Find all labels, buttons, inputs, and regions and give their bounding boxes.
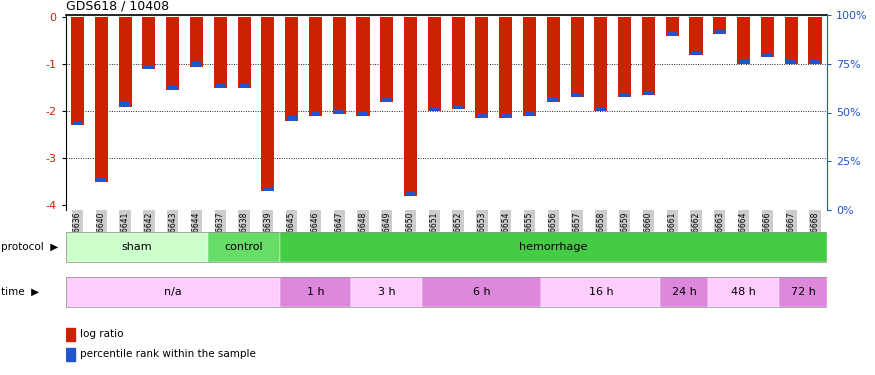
Bar — [643, 91, 654, 95]
Text: hemorrhage: hemorrhage — [519, 242, 587, 252]
Bar — [738, 60, 748, 64]
Text: n/a: n/a — [164, 286, 181, 297]
Bar — [542, 277, 661, 306]
Bar — [262, 17, 275, 191]
Bar — [549, 98, 558, 102]
Bar — [708, 277, 780, 306]
Bar — [94, 17, 108, 182]
Bar — [120, 102, 130, 106]
Bar — [423, 277, 542, 306]
Text: control: control — [225, 242, 263, 252]
Bar — [570, 17, 584, 97]
Bar — [500, 114, 511, 118]
Bar — [523, 17, 536, 116]
Bar — [810, 60, 820, 64]
Text: 6 h: 6 h — [473, 286, 491, 297]
Bar — [144, 65, 154, 69]
Bar — [239, 84, 249, 88]
Bar — [96, 178, 106, 182]
Bar — [192, 63, 201, 67]
Text: 16 h: 16 h — [589, 286, 613, 297]
Bar — [620, 93, 630, 97]
Bar — [691, 51, 701, 55]
Bar — [262, 187, 273, 191]
Bar — [280, 277, 351, 306]
Bar — [118, 17, 131, 106]
Bar — [285, 17, 298, 121]
Bar — [71, 17, 84, 125]
Bar — [406, 192, 416, 196]
Bar — [430, 107, 439, 111]
Bar — [618, 17, 631, 97]
Bar — [785, 17, 798, 64]
Text: sham: sham — [122, 242, 152, 252]
Bar — [428, 17, 441, 111]
Bar — [668, 32, 677, 36]
Bar — [713, 17, 726, 34]
Bar — [594, 17, 607, 111]
Bar — [499, 17, 512, 118]
Bar — [661, 277, 708, 306]
Bar — [66, 232, 827, 261]
Bar — [168, 86, 178, 90]
Bar — [762, 53, 773, 57]
Bar — [280, 232, 827, 261]
Bar — [690, 17, 703, 55]
Bar — [525, 112, 535, 116]
Bar — [382, 98, 392, 102]
Text: 3 h: 3 h — [378, 286, 396, 297]
Bar — [66, 348, 75, 361]
Bar — [808, 17, 822, 64]
Bar — [190, 17, 203, 67]
Bar — [166, 17, 179, 90]
Bar — [215, 84, 225, 88]
Bar — [475, 17, 488, 118]
Bar — [404, 17, 417, 196]
Text: 1 h: 1 h — [306, 286, 325, 297]
Bar — [780, 277, 827, 306]
Bar — [66, 232, 208, 261]
Bar — [737, 17, 750, 64]
Bar — [237, 17, 250, 88]
Bar — [334, 110, 344, 114]
Bar — [453, 105, 463, 109]
Bar — [66, 277, 280, 306]
Bar — [214, 17, 227, 88]
Bar — [381, 17, 394, 102]
Text: time  ▶: time ▶ — [1, 286, 39, 297]
Bar — [666, 17, 679, 36]
Text: GDS618 / 10408: GDS618 / 10408 — [66, 0, 169, 12]
Text: 48 h: 48 h — [732, 286, 756, 297]
Bar — [572, 93, 582, 97]
Bar — [452, 17, 465, 109]
Bar — [287, 117, 297, 121]
Bar — [143, 17, 156, 69]
Text: 24 h: 24 h — [672, 286, 696, 297]
Text: percentile rank within the sample: percentile rank within the sample — [80, 350, 256, 360]
Bar — [351, 277, 423, 306]
Text: protocol  ▶: protocol ▶ — [1, 242, 58, 252]
Bar — [309, 17, 322, 116]
Bar — [73, 121, 82, 125]
Text: log ratio: log ratio — [80, 329, 124, 339]
Bar — [761, 17, 774, 57]
Bar — [477, 114, 487, 118]
Bar — [66, 277, 827, 306]
Bar — [66, 328, 75, 340]
Bar — [356, 17, 369, 116]
Bar — [787, 60, 796, 64]
Bar — [547, 17, 560, 102]
Bar — [642, 17, 655, 95]
Bar — [358, 112, 368, 116]
Bar — [715, 30, 724, 34]
Bar — [208, 232, 280, 261]
Bar — [332, 17, 346, 114]
Bar — [596, 107, 605, 111]
Text: 72 h: 72 h — [791, 286, 816, 297]
Bar — [311, 112, 320, 116]
